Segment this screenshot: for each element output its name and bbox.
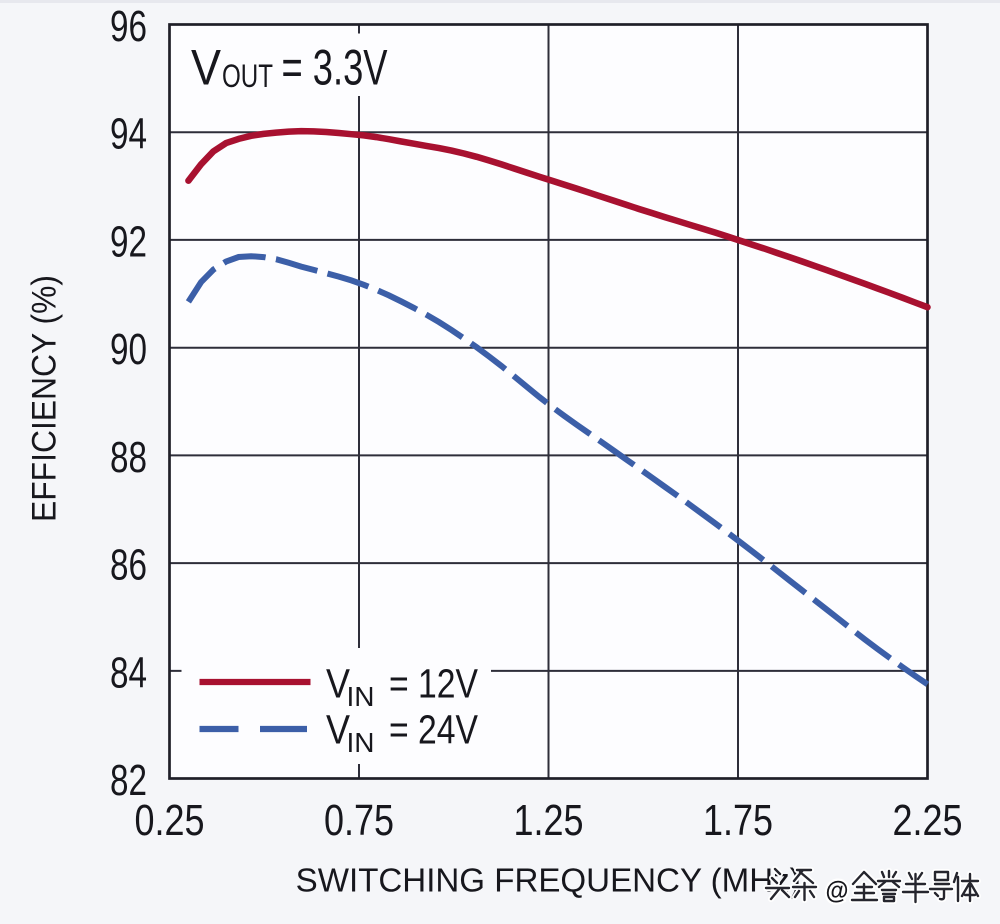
svg-text:SWITCHING FREQUENCY (MHz): SWITCHING FREQUENCY (MHz)	[296, 862, 801, 899]
svg-text:V: V	[326, 707, 351, 753]
svg-text:= 12V: = 12V	[389, 661, 479, 707]
svg-text:84: 84	[110, 648, 147, 697]
svg-text:IN: IN	[347, 727, 375, 758]
svg-text:EFFICIENCY (%): EFFICIENCY (%)	[26, 275, 64, 522]
svg-text:90: 90	[110, 325, 147, 374]
svg-text:82: 82	[110, 756, 147, 805]
svg-text:OUT: OUT	[222, 58, 273, 94]
svg-text:V: V	[326, 661, 351, 707]
svg-text:0.75: 0.75	[324, 796, 394, 845]
svg-text:= 24V: = 24V	[389, 707, 479, 753]
svg-text:2.25: 2.25	[893, 796, 963, 845]
svg-text:= 3.3V: = 3.3V	[282, 40, 388, 96]
svg-text:92: 92	[110, 217, 147, 266]
svg-text:88: 88	[110, 433, 147, 482]
svg-text:1.25: 1.25	[514, 796, 584, 845]
svg-text:@: @	[826, 877, 849, 905]
svg-text:86: 86	[110, 541, 147, 590]
svg-text:V: V	[191, 40, 222, 96]
svg-text:0.25: 0.25	[135, 796, 205, 845]
svg-text:96: 96	[110, 2, 147, 51]
svg-text:IN: IN	[347, 681, 375, 712]
svg-text:1.75: 1.75	[703, 796, 773, 845]
svg-text:94: 94	[110, 110, 147, 159]
